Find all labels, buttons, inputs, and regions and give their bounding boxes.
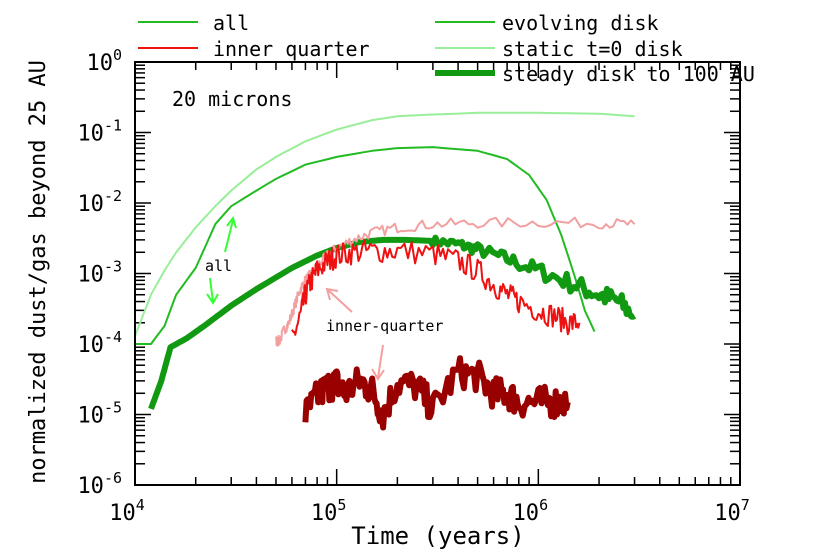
series-lines xyxy=(134,111,637,431)
y-tick-label: 10-2 xyxy=(77,187,122,217)
axis-ticks xyxy=(134,62,740,486)
y-axis-label: normalized dust/gas beyond 25 AU xyxy=(26,60,51,484)
legend-evolving-label: evolving disk xyxy=(502,11,659,35)
plot-frame xyxy=(134,61,741,486)
legend-inner-label: inner quarter xyxy=(213,37,370,61)
x-tick-label: 107 xyxy=(714,496,750,526)
series-line-0 xyxy=(134,111,635,337)
series-line-2 xyxy=(148,234,637,410)
x-tick-label: 104 xyxy=(109,496,145,526)
legend-all-label: all xyxy=(213,11,249,35)
annotation-all: all xyxy=(205,257,232,275)
x-tick-label: 106 xyxy=(513,496,549,526)
x-tick-label: 105 xyxy=(311,496,347,526)
y-tick-label: 10-3 xyxy=(77,258,122,288)
x-axis-label: Time (years) xyxy=(351,522,524,550)
arrow-all-up xyxy=(224,219,234,253)
y-tick-label: 10-5 xyxy=(77,399,122,429)
size-annotation: 20 microns xyxy=(172,87,292,111)
arrowhead-all-up xyxy=(226,215,237,229)
arrowhead-inner-up xyxy=(325,287,339,301)
arrowhead-inner-down xyxy=(371,368,385,381)
y-tick-labels: 10-6 10-5 10-4 10-3 10-2 10-1 100 xyxy=(77,46,122,499)
y-tick-label: 10-1 xyxy=(77,117,122,147)
series-line-1 xyxy=(135,146,596,345)
arrow-inner-up xyxy=(327,289,353,313)
series-line-3 xyxy=(275,216,636,347)
legend-static-label: static t=0 disk xyxy=(502,37,683,61)
x-tick-labels: 104 105 106 107 xyxy=(109,496,750,526)
annotation-inner-quarter: inner-quarter xyxy=(326,317,443,335)
y-tick-label: 100 xyxy=(86,46,122,76)
y-tick-label: 10-6 xyxy=(77,469,122,499)
series-line-4 xyxy=(291,239,581,336)
arrow-all-down xyxy=(209,277,214,303)
arrow-inner-down xyxy=(377,344,384,379)
y-tick-label: 10-4 xyxy=(77,328,122,358)
arrowhead-all-down xyxy=(206,293,219,305)
series-line-5 xyxy=(302,355,571,431)
legend-steady-label: steady disk to 100 AU xyxy=(502,62,755,86)
